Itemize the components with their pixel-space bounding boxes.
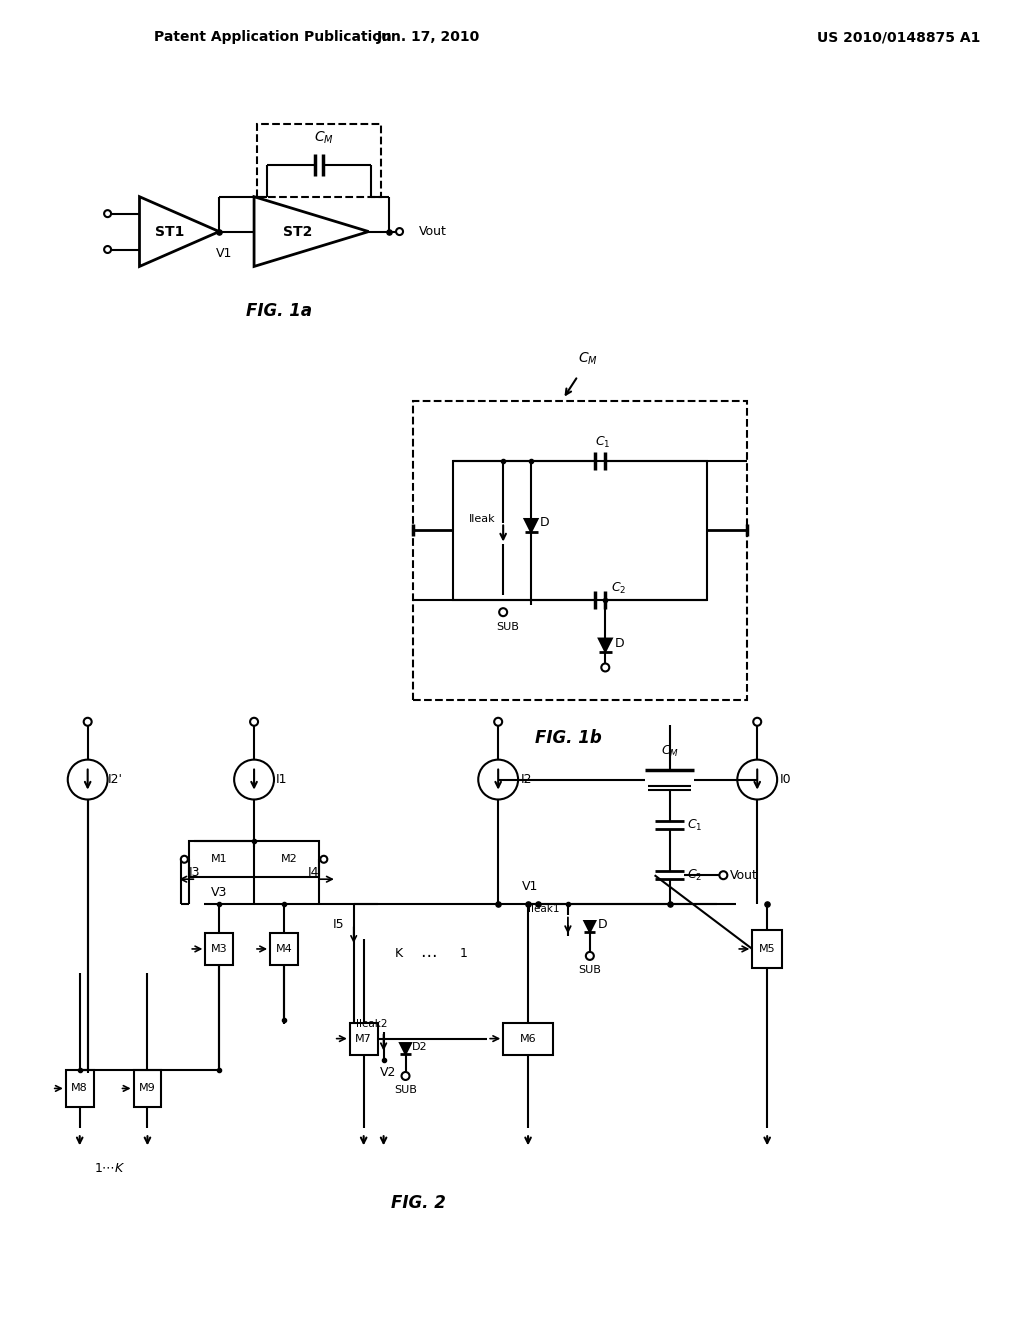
- Text: I3: I3: [188, 866, 200, 879]
- Text: K: K: [394, 948, 402, 961]
- Text: $1 \cdots K$: $1 \cdots K$: [94, 1162, 125, 1175]
- Text: M4: M4: [275, 944, 292, 954]
- Text: V2: V2: [380, 1067, 396, 1078]
- Text: Vout: Vout: [730, 869, 758, 882]
- Text: I0: I0: [779, 774, 791, 787]
- Text: M8: M8: [72, 1084, 88, 1093]
- Bar: [350, 1023, 378, 1055]
- Text: Ileak: Ileak: [469, 513, 496, 524]
- Text: D: D: [614, 636, 624, 649]
- Text: V1: V1: [522, 879, 539, 892]
- Bar: [189, 841, 318, 878]
- Text: Patent Application Publication: Patent Application Publication: [155, 30, 392, 45]
- Text: $\cdots$: $\cdots$: [420, 945, 437, 962]
- Circle shape: [396, 228, 403, 235]
- Text: 1: 1: [460, 948, 467, 961]
- Text: M5: M5: [759, 944, 775, 954]
- Text: $C_M$: $C_M$: [660, 744, 679, 759]
- Circle shape: [84, 718, 92, 726]
- Bar: [503, 1023, 553, 1055]
- Text: M3: M3: [211, 944, 227, 954]
- Text: D2: D2: [412, 1041, 427, 1052]
- Text: V1: V1: [216, 247, 232, 260]
- Circle shape: [104, 246, 111, 253]
- Text: $C_M$: $C_M$: [578, 351, 598, 367]
- Bar: [66, 1069, 93, 1107]
- Circle shape: [720, 871, 727, 879]
- Circle shape: [601, 664, 609, 672]
- Text: M1: M1: [211, 854, 227, 865]
- Circle shape: [250, 718, 258, 726]
- Text: M6: M6: [520, 1034, 537, 1044]
- Text: SUB: SUB: [394, 1085, 417, 1094]
- Polygon shape: [585, 921, 595, 932]
- Text: $C_2$: $C_2$: [687, 867, 702, 883]
- Bar: [205, 933, 233, 965]
- Bar: [753, 931, 782, 968]
- Text: M9: M9: [139, 1084, 156, 1093]
- Bar: [414, 401, 748, 700]
- Text: $C_2$: $C_2$: [610, 581, 626, 595]
- Text: ST1: ST1: [155, 224, 184, 239]
- Text: I1: I1: [276, 774, 288, 787]
- Text: D: D: [541, 516, 550, 529]
- Circle shape: [495, 718, 502, 726]
- Text: ST2: ST2: [283, 224, 312, 239]
- Text: I5: I5: [333, 917, 344, 931]
- Text: US 2010/0148875 A1: US 2010/0148875 A1: [817, 30, 980, 45]
- Circle shape: [104, 210, 111, 216]
- Text: I4: I4: [308, 866, 319, 879]
- Bar: [257, 124, 381, 197]
- Text: Ileak2: Ileak2: [356, 1019, 387, 1028]
- Circle shape: [754, 718, 761, 726]
- Circle shape: [321, 855, 328, 863]
- Text: Ileak1: Ileak1: [528, 904, 560, 913]
- Text: M2: M2: [281, 854, 297, 865]
- Text: SUB: SUB: [497, 622, 519, 632]
- Circle shape: [586, 952, 594, 960]
- Text: SUB: SUB: [579, 965, 601, 975]
- Circle shape: [181, 855, 187, 863]
- Bar: [133, 1069, 162, 1107]
- Bar: [270, 933, 298, 965]
- Text: Vout: Vout: [419, 226, 446, 238]
- Bar: [454, 461, 708, 601]
- Circle shape: [401, 1072, 410, 1080]
- Text: FIG. 2: FIG. 2: [391, 1195, 445, 1212]
- Text: I2: I2: [520, 774, 531, 787]
- Polygon shape: [524, 519, 538, 532]
- Text: $C_M$: $C_M$: [314, 129, 334, 147]
- Circle shape: [499, 609, 507, 616]
- Text: D: D: [598, 917, 607, 931]
- Polygon shape: [400, 1043, 411, 1055]
- Text: $C_1$: $C_1$: [595, 436, 610, 450]
- Text: I2': I2': [109, 774, 123, 787]
- Text: V3: V3: [211, 886, 227, 899]
- Text: $C_1$: $C_1$: [687, 818, 702, 833]
- Polygon shape: [599, 639, 611, 652]
- Text: FIG. 1b: FIG. 1b: [535, 729, 601, 747]
- Text: FIG. 1a: FIG. 1a: [246, 302, 312, 321]
- Text: Jun. 17, 2010: Jun. 17, 2010: [377, 30, 480, 45]
- Text: M7: M7: [355, 1034, 372, 1044]
